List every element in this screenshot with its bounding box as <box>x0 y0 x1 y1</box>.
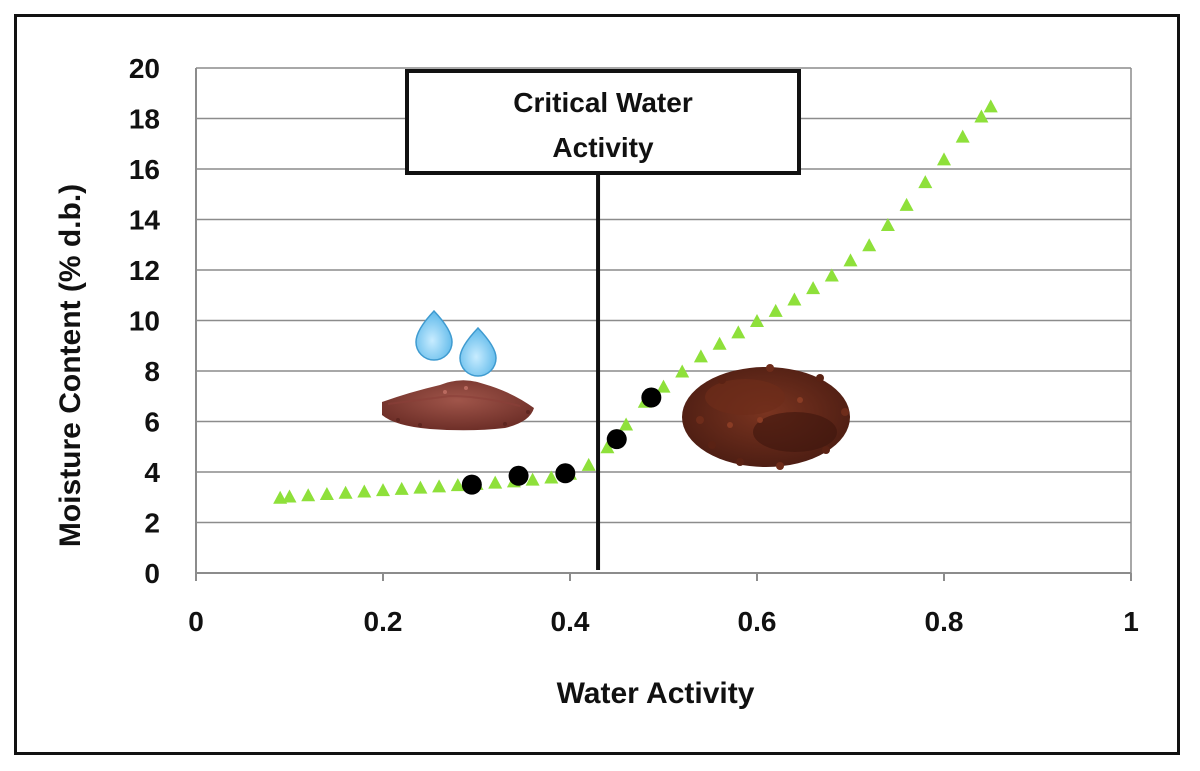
circle-marker <box>461 474 482 495</box>
triangle-marker <box>357 484 372 498</box>
triangle-marker <box>899 197 914 211</box>
critical-water-callout: Critical Water Activity <box>405 69 801 175</box>
y-tick-label: 18 <box>129 104 160 135</box>
triangle-marker <box>301 488 316 502</box>
triangle-marker <box>937 152 951 166</box>
triangle-marker <box>862 238 877 252</box>
triangle-marker <box>656 379 671 393</box>
x-tick-label: 0 <box>188 606 204 637</box>
x-axis-title: Water Activity <box>557 677 755 710</box>
circle-marker <box>555 463 576 484</box>
triangle-marker <box>974 109 989 123</box>
triangle-marker <box>880 218 895 232</box>
y-axis-title: Moisture Content (% d.b.) <box>54 184 87 547</box>
triangle-marker <box>843 253 858 267</box>
circle-marker <box>641 387 662 408</box>
triangle-marker <box>918 175 933 189</box>
callout-line-2: Activity <box>552 132 654 163</box>
series-black-circles <box>461 387 662 495</box>
triangle-marker <box>525 472 540 486</box>
x-tick-label: 1 <box>1123 606 1139 637</box>
triangle-marker <box>787 292 802 306</box>
y-tick-label: 10 <box>129 306 160 337</box>
x-tick-label: 0.2 <box>364 606 403 637</box>
y-tick-label: 4 <box>144 457 160 488</box>
y-tick-label: 8 <box>144 356 160 387</box>
triangle-marker <box>413 480 428 494</box>
callout-box <box>405 69 801 175</box>
callout-line-1: Critical Water <box>513 87 693 118</box>
water-droplet-icon <box>415 309 453 361</box>
granules-pile-image <box>682 364 850 470</box>
x-tick-labels: 0 0.2 0.4 0.6 0.8 1 <box>188 573 1139 637</box>
water-droplet-icon <box>459 326 497 377</box>
y-tick-label: 16 <box>129 154 160 185</box>
triangle-marker <box>450 478 465 492</box>
y-tick-label: 14 <box>129 205 161 236</box>
triangle-marker <box>675 364 690 378</box>
circle-marker <box>606 429 627 450</box>
y-tick-label: 20 <box>129 53 160 84</box>
y-tick-label: 6 <box>144 407 160 438</box>
y-tick-label: 12 <box>129 255 160 286</box>
triangle-marker <box>544 470 559 484</box>
triangle-marker <box>750 314 764 327</box>
triangle-marker <box>712 336 727 350</box>
triangle-marker <box>394 481 409 495</box>
y-tick-labels: 0 2 4 6 8 10 12 14 16 18 20 <box>129 53 161 589</box>
triangle-marker <box>806 281 821 295</box>
y-tick-label: 0 <box>144 558 160 589</box>
triangle-marker <box>955 129 970 143</box>
x-tick-label: 0.8 <box>925 606 964 637</box>
triangle-marker <box>432 479 447 493</box>
y-tick-label: 2 <box>144 508 160 539</box>
triangle-marker <box>338 485 353 499</box>
triangle-marker <box>319 486 334 500</box>
triangle-marker <box>376 483 390 497</box>
circle-marker <box>508 465 529 486</box>
triangle-marker <box>824 268 839 282</box>
triangle-marker <box>731 325 746 339</box>
x-tick-label: 0.4 <box>551 606 590 637</box>
triangle-marker <box>619 417 634 431</box>
triangle-marker <box>600 440 615 454</box>
x-tick-label: 0.6 <box>738 606 777 637</box>
triangle-marker <box>488 475 503 489</box>
triangle-marker <box>282 489 297 503</box>
triangle-marker <box>983 99 998 113</box>
triangle-marker <box>768 303 783 317</box>
triangle-marker <box>581 457 596 471</box>
triangle-marker <box>693 349 708 363</box>
figure-frame <box>14 14 1180 755</box>
powder-pile-image <box>382 380 534 431</box>
axes <box>195 68 1132 574</box>
